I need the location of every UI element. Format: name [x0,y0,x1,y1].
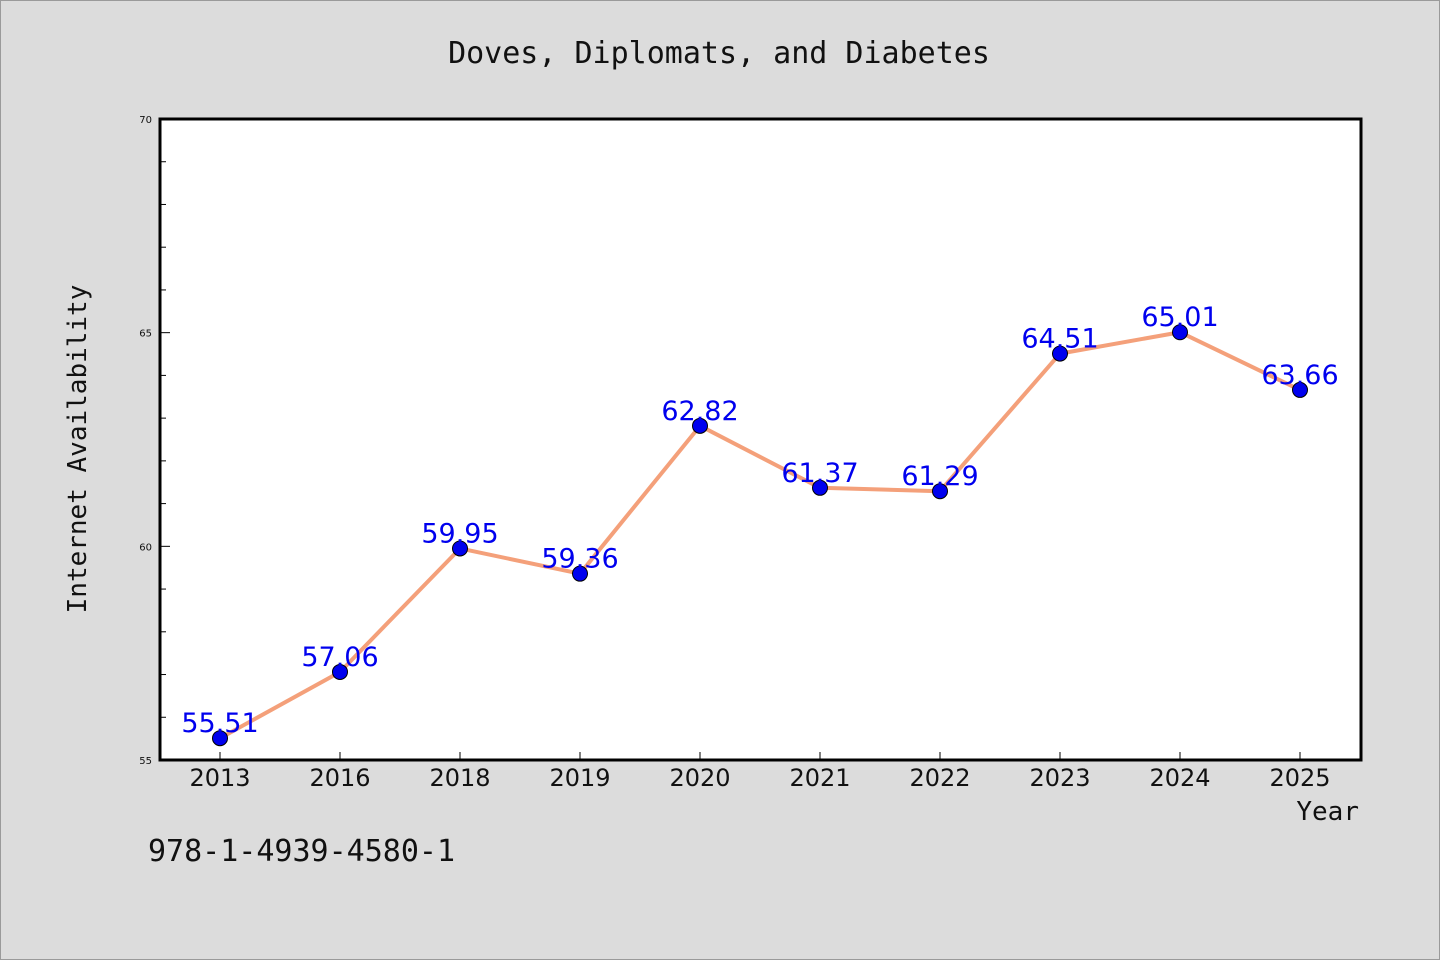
y-tick-label: 65 [139,329,152,340]
data-point [1172,324,1188,341]
x-tick-label: 2013 [189,764,250,792]
data-point [212,730,228,747]
x-tick-label: 2025 [1269,764,1330,792]
data-label: 61.29 [901,461,978,492]
isbn-footer: 978-1-4939-4580-1 [148,834,456,869]
x-tick-label: 2018 [429,764,490,792]
data-label: 59.95 [421,518,498,549]
x-tick-label: 2023 [1029,764,1090,792]
data-point [812,479,828,496]
data-label: 63.66 [1261,360,1338,391]
x-tick-label: 2021 [789,764,850,792]
series-line [219,330,1301,740]
data-label: 65.01 [1141,302,1218,333]
y-tick-label: 55 [139,756,152,767]
x-axis-label: Year [1296,797,1359,827]
data-point [572,565,588,582]
y-axis-label: Internet Availability [63,285,93,614]
x-axis-ticks: 2013 2016 2018 2019 2020 2021 2022 2023 2024 2025 [189,752,1331,792]
data-point [452,540,468,557]
x-tick-label: 2020 [669,764,730,792]
data-point [332,663,348,680]
data-label: 62.82 [661,396,738,427]
data-label: 57.06 [301,642,378,673]
data-point [1292,381,1308,398]
x-tick-label: 2024 [1149,764,1210,792]
data-label: 61.37 [781,458,858,489]
data-label: 64.51 [1021,324,1098,355]
y-tick-label: 70 [139,115,152,126]
data-point [692,417,708,434]
y-axis-ticks: 55 60 65 70 [139,115,170,767]
y-tick-label: 60 [139,542,152,553]
x-tick-label: 2016 [309,764,370,792]
data-point [932,483,948,500]
x-tick-label: 2022 [909,764,970,792]
data-point [1052,345,1068,362]
data-label: 55.51 [181,708,258,739]
data-label: 59.36 [541,544,618,575]
series-group: 55.51 57.06 59.95 59.36 62.82 61.37 61.29 64.51… [181,302,1339,747]
chart-title: Doves, Diplomats, and Diabetes [448,36,990,71]
x-tick-label: 2019 [549,764,610,792]
